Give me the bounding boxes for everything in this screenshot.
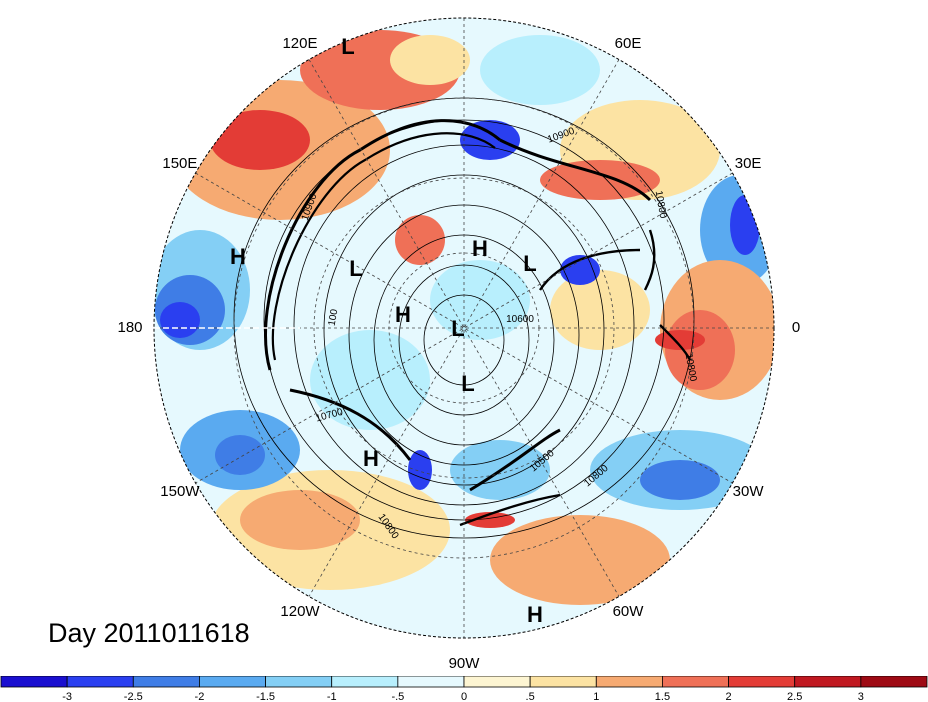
contour-label-5: 10600 [506, 314, 534, 325]
day-label: Day 2011011618 [48, 618, 250, 648]
pressure-center-high-arctic-2: H [395, 302, 411, 327]
pressure-center-high-arctic-1: H [472, 236, 488, 261]
colorbar-tick-1: -2.5 [124, 691, 143, 702]
lon-label-11: 120E [282, 35, 317, 52]
colorbar-box-7 [463, 676, 531, 688]
colorbar-tick-9: 1.5 [655, 691, 670, 702]
lon-label-9: 180 [117, 319, 142, 336]
colorbar-box-5 [331, 676, 399, 688]
lon-label-10: 150E [162, 155, 197, 172]
contour-label-8: 10800 [653, 190, 669, 220]
pressure-center-low-east-siberia: L [349, 256, 362, 281]
pressure-center-low-scandinavia: L [523, 251, 536, 276]
pressure-centers: L H L H H L L L H H [230, 34, 543, 627]
contour-label-6: 10800 [683, 353, 699, 383]
colorbar-box-13 [860, 676, 928, 688]
colorbar-box-9 [595, 676, 663, 688]
longitude-labels: 90E60E30E030W60W90W120W150W180150E120E [117, 35, 800, 672]
pressure-center-high-north-america: H [363, 446, 379, 471]
polar-map: 90E60E30E030W60W90W120W150W180150E120E L… [117, 17, 800, 672]
lon-label-2: 30E [735, 155, 762, 172]
colorbar-box-1 [66, 676, 134, 688]
colorbar-tick-7: .5 [526, 691, 535, 702]
graticule [154, 18, 774, 638]
map-boundary [153, 17, 775, 639]
colorbar-ticks: -3 -2.5 -2 -1.5 -1 -.5 0 .5 1 1.5 2 2.5 3 [62, 691, 864, 702]
colorbar: -3 -2.5 -2 -1.5 -1 -.5 0 .5 1 1.5 2 2.5 3 [0, 676, 928, 702]
pressure-center-low-pole: L [451, 316, 464, 341]
colorbar-box-4 [265, 676, 333, 688]
pressure-center-high-pacific: H [230, 244, 246, 269]
colorbar-tick-2: -2 [195, 691, 205, 702]
colorbar-box-8 [529, 676, 597, 688]
contour-label-9: 100 [327, 308, 341, 327]
colorbar-tick-3: -1.5 [256, 691, 275, 702]
colorbar-box-6 [397, 676, 465, 688]
colorbar-tick-4: -1 [327, 691, 337, 702]
colorbar-tick-0: -3 [62, 691, 72, 702]
colorbar-tick-12: 3 [858, 691, 864, 702]
pressure-center-low-top-edge: L [341, 34, 354, 59]
colorbar-box-3 [199, 676, 266, 688]
colorbar-box-10 [662, 676, 729, 688]
colorbar-box-0 [0, 676, 68, 688]
colorbar-box-2 [132, 676, 200, 688]
colorbar-tick-10: 2 [726, 691, 732, 702]
lon-label-3: 0 [792, 319, 800, 336]
colorbar-tick-11: 2.5 [787, 691, 802, 702]
lon-label-7: 120W [280, 603, 320, 620]
pressure-center-high-south-bottom: H [527, 602, 543, 627]
colorbar-boxes [0, 676, 928, 688]
lon-label-1: 60E [615, 35, 642, 52]
pressure-center-low-canada: L [461, 371, 474, 396]
colorbar-tick-8: 1 [593, 691, 599, 702]
lon-label-8: 150W [160, 483, 200, 500]
lon-label-4: 30W [733, 483, 765, 500]
colorbar-tick-6: 0 [461, 691, 467, 702]
lon-label-5: 60W [613, 603, 645, 620]
colorbar-box-11 [728, 676, 796, 688]
colorbar-box-12 [794, 676, 862, 688]
colorbar-tick-5: -.5 [391, 691, 404, 702]
lon-label-6: 90W [449, 655, 481, 672]
